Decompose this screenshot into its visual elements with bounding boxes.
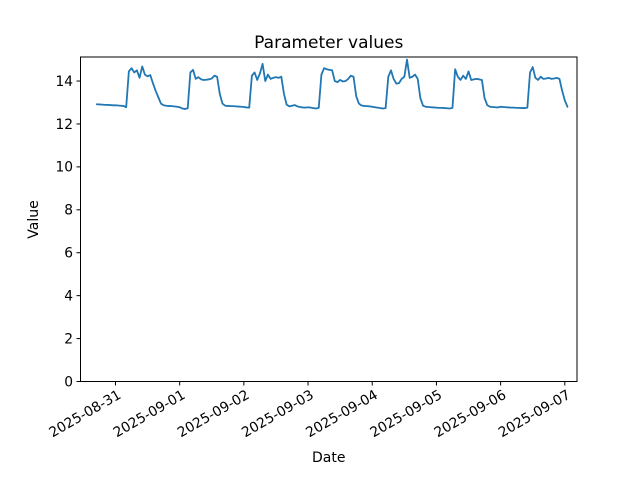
y-tick-label: 14 — [55, 74, 73, 90]
y-tick-label: 12 — [55, 117, 73, 133]
y-axis-label: Value — [26, 200, 42, 238]
x-tick-label: 2025-09-04 — [303, 387, 380, 441]
x-tick-label: 2025-09-05 — [367, 387, 444, 441]
y-tick-label: 8 — [64, 203, 73, 219]
x-tick-label: 2025-09-02 — [175, 387, 252, 441]
x-tick-label: 2025-09-07 — [496, 387, 573, 441]
x-tick-label: 2025-08-31 — [47, 387, 124, 441]
x-axis: 2025-08-312025-09-012025-09-022025-09-03… — [47, 381, 573, 441]
x-tick-label: 2025-09-06 — [432, 387, 509, 441]
y-tick-label: 0 — [64, 374, 73, 390]
y-tick-label: 6 — [64, 246, 73, 262]
y-tick-label: 10 — [55, 160, 73, 176]
x-axis-label: Date — [312, 450, 345, 466]
x-tick-label: 2025-09-03 — [239, 387, 316, 441]
x-tick-label: 2025-09-01 — [111, 387, 188, 441]
chart-title: Parameter values — [254, 33, 403, 53]
plot-area — [80, 57, 577, 382]
y-tick-label: 4 — [64, 288, 73, 304]
y-axis: 0 2 4 6 8 10 12 14 — [55, 74, 81, 390]
plot-border — [80, 56, 578, 382]
y-tick-label: 2 — [64, 331, 73, 347]
data-series-line — [95, 58, 569, 110]
